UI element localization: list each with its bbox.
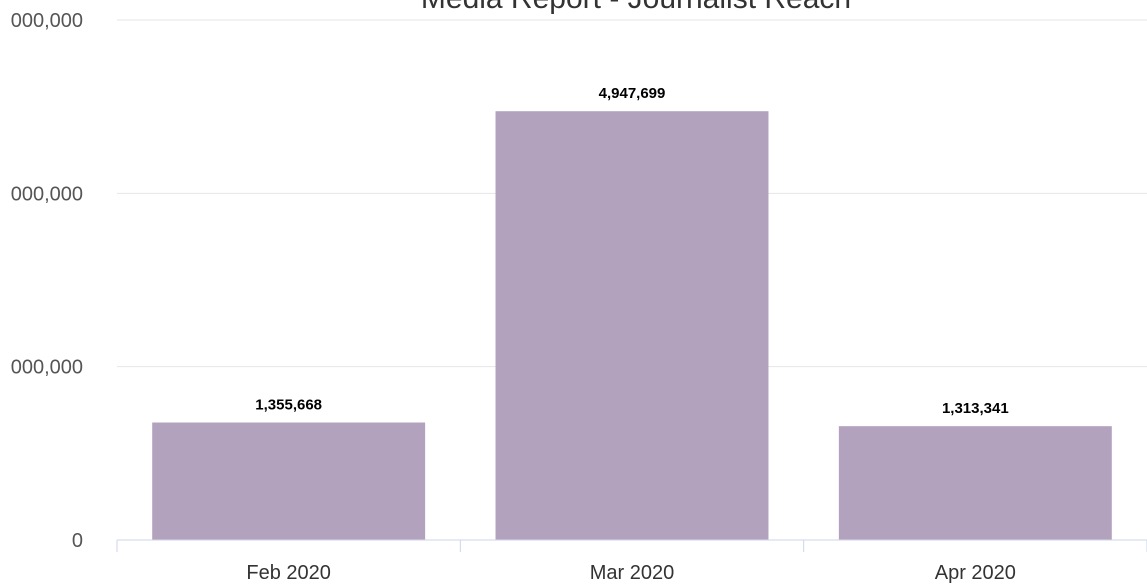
data-label: 1,313,341 (942, 400, 1009, 417)
bars (152, 111, 1112, 541)
data-label: 4,947,699 (599, 85, 666, 102)
x-tick-label: Mar 2020 (590, 562, 675, 584)
y-tick-label: 0 (72, 530, 83, 552)
data-label: 1,355,668 (255, 397, 322, 414)
y-axis-tick-labels: 0 000,000 000,000 000,000 (11, 10, 83, 552)
data-labels: 1,355,668 4,947,699 1,313,341 (255, 85, 1008, 417)
x-tick-label: Feb 2020 (246, 562, 331, 584)
bar (495, 111, 769, 541)
chart-title: Media Report - Journalist Reach (421, 0, 851, 15)
bar (152, 422, 426, 540)
x-tick-label: Apr 2020 (935, 562, 1016, 584)
x-axis-ticks (116, 540, 1147, 552)
y-tick-label: 000,000 (11, 357, 83, 379)
y-tick-label: 000,000 (11, 183, 83, 205)
y-tick-label: 000,000 (11, 10, 83, 32)
x-axis-tick-labels: Feb 2020 Mar 2020 Apr 2020 (246, 562, 1016, 584)
bar (838, 426, 1112, 540)
